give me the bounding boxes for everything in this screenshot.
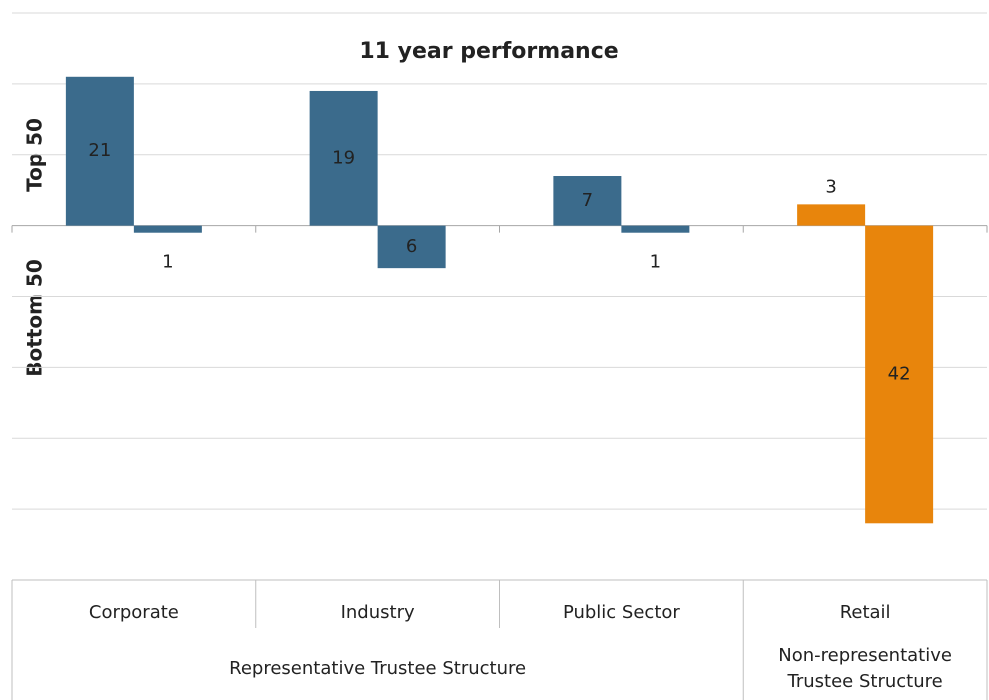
- bar: [377, 225, 446, 269]
- data-label: 1: [162, 252, 173, 273]
- data-label: 1: [650, 252, 661, 273]
- bar: [309, 90, 378, 226]
- data-label: 3: [825, 176, 836, 197]
- bar: [797, 204, 866, 226]
- data-label: 6: [406, 236, 417, 257]
- data-label: 21: [88, 140, 111, 161]
- bar: [865, 225, 934, 524]
- bar: [65, 76, 134, 226]
- data-label: 42: [888, 363, 911, 384]
- y-axis-label: Bottom 50: [23, 259, 47, 376]
- data-label: 19: [332, 147, 355, 168]
- data-label: 7: [582, 190, 593, 211]
- bar: [133, 225, 202, 233]
- chart-title: 11 year performance: [359, 39, 618, 64]
- bar: [621, 225, 690, 233]
- bar: [553, 176, 622, 226]
